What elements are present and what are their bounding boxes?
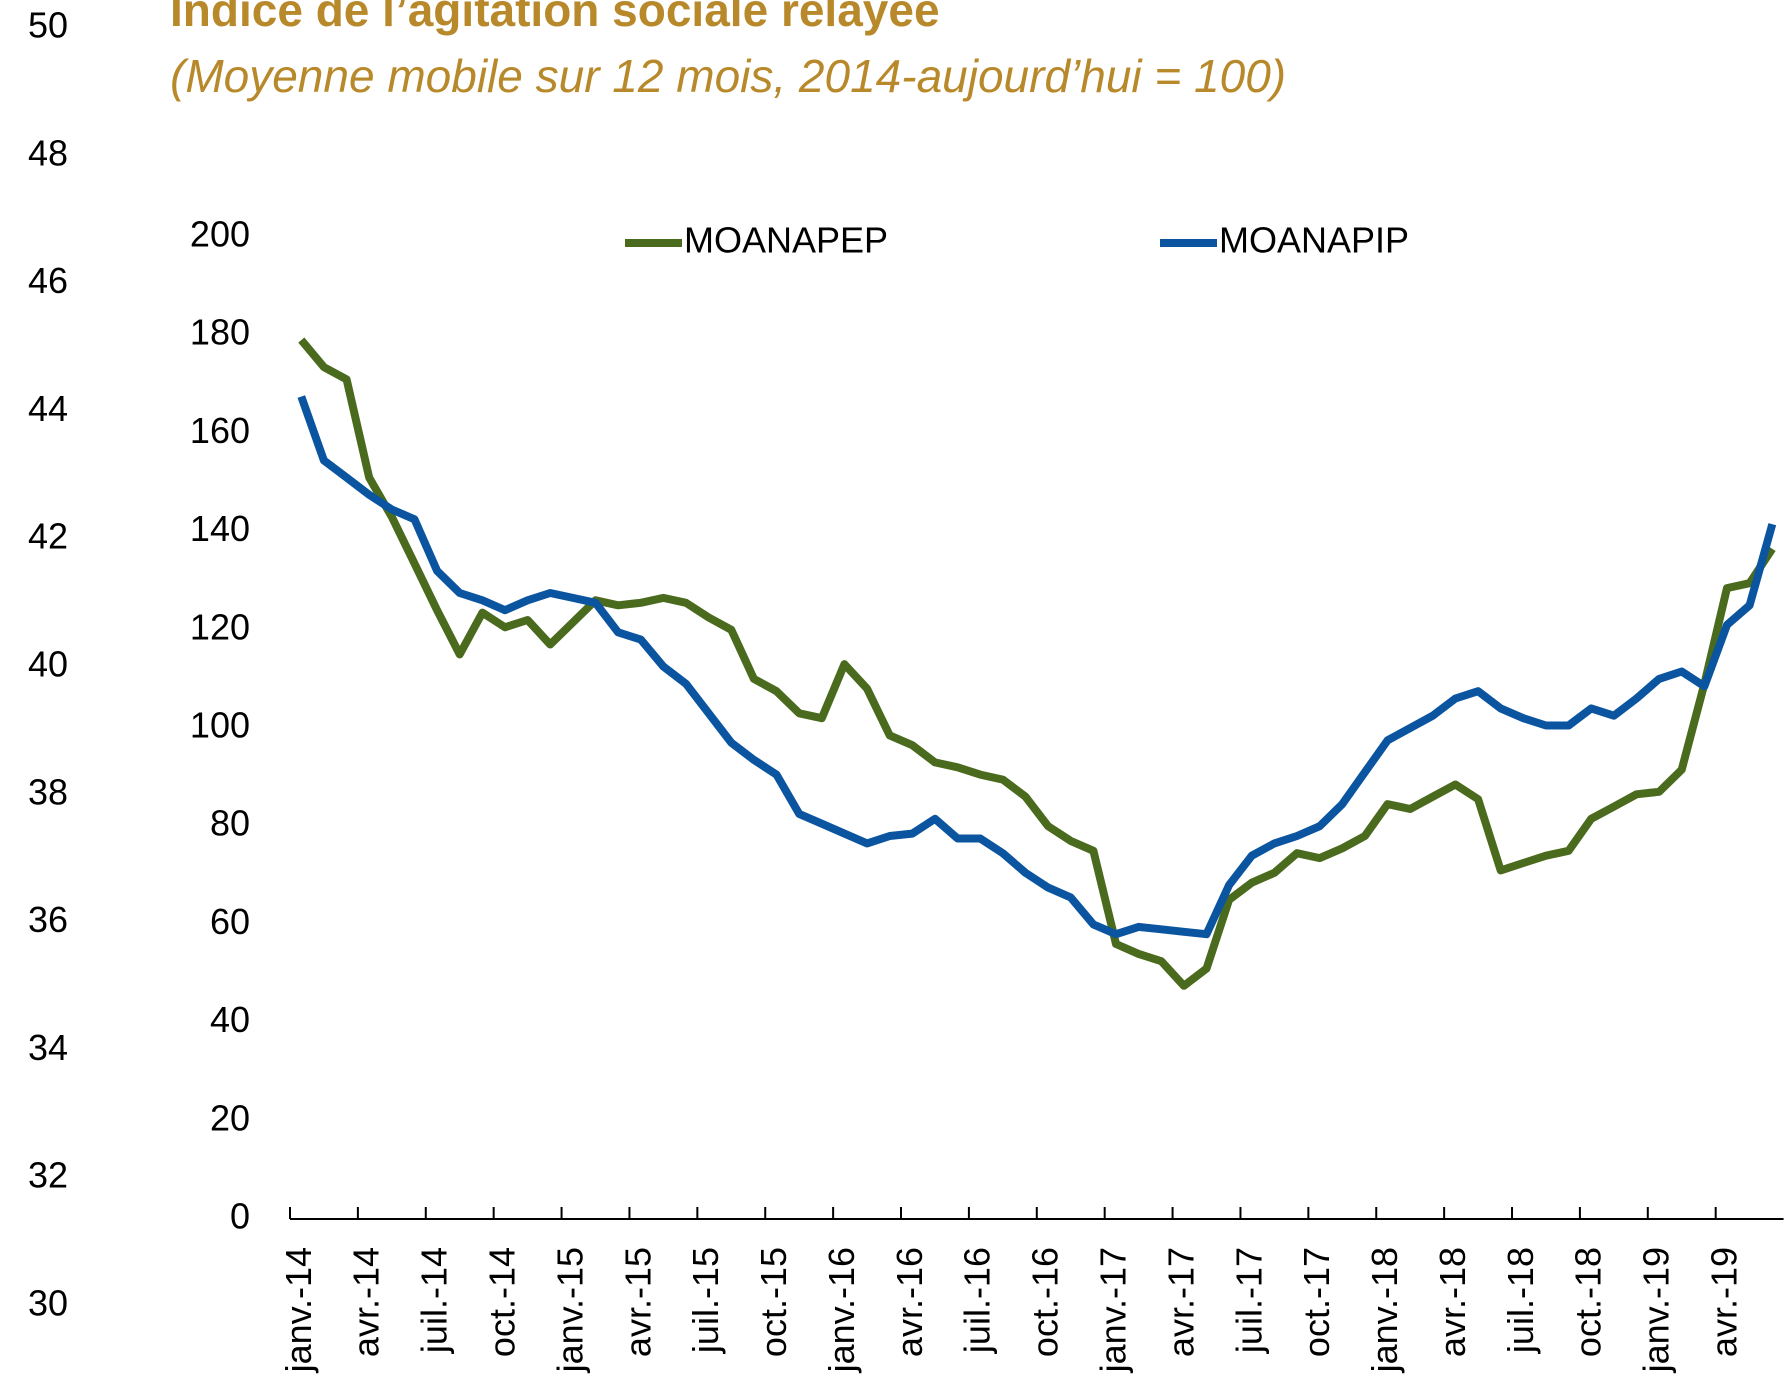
y-tick-label: 0 — [230, 1196, 250, 1237]
y-tick-label: 40 — [210, 999, 250, 1040]
y2-tick-label: 38 — [28, 771, 68, 812]
x-tick-label: avr.-16 — [889, 1247, 930, 1357]
x-tick-label: juil.-18 — [1500, 1247, 1541, 1354]
y2-tick-label: 30 — [28, 1283, 68, 1324]
legend-label: MOANAPIP — [1219, 220, 1409, 261]
y-tick-label: 120 — [190, 606, 250, 647]
x-tick-label: janv.-17 — [1093, 1247, 1134, 1373]
x-tick-label: juil.-16 — [957, 1247, 998, 1354]
x-tick-label: janv.-19 — [1636, 1247, 1677, 1373]
y-tick-label: 60 — [210, 901, 250, 942]
x-tick-label: juil.-17 — [1228, 1247, 1269, 1354]
y-tick-label: 100 — [190, 705, 250, 746]
y2-tick-label: 46 — [28, 260, 68, 301]
series-line — [298, 337, 1776, 990]
chart-subtitle: (Moyenne mobile sur 12 mois, 2014-aujour… — [170, 50, 1286, 102]
y-tick-label: 160 — [190, 410, 250, 451]
x-tick-label: avr.-18 — [1432, 1247, 1473, 1357]
x-tick-label: janv.-14 — [278, 1247, 319, 1373]
y-tick-label: 20 — [210, 1097, 250, 1138]
y-tick-label: 180 — [190, 312, 250, 353]
x-tick-label: juil.-14 — [414, 1247, 455, 1354]
x-tick-label: avr.-17 — [1160, 1247, 1201, 1357]
legend-label: MOANAPEP — [684, 220, 888, 261]
x-tick-label: avr.-15 — [617, 1247, 658, 1357]
x-tick-label: janv.-16 — [821, 1247, 862, 1373]
chart-title: Indice de l’agitation sociale relayée — [170, 0, 940, 36]
x-tick-label: avr.-14 — [346, 1247, 387, 1357]
x-tick-label: avr.-19 — [1704, 1247, 1745, 1357]
x-tick-label: janv.-15 — [549, 1247, 590, 1373]
x-tick-label: oct.-15 — [753, 1247, 794, 1357]
x-tick-label: oct.-16 — [1025, 1247, 1066, 1357]
y2-tick-label: 34 — [28, 1027, 68, 1068]
y2-tick-label: 50 — [28, 5, 68, 46]
y-tick-label: 140 — [190, 508, 250, 549]
y2-tick-label: 40 — [28, 644, 68, 685]
y2-tick-label: 42 — [28, 516, 68, 557]
x-tick-label: juil.-15 — [685, 1247, 726, 1354]
y2-tick-label: 48 — [28, 132, 68, 173]
y2-tick-label: 32 — [28, 1155, 68, 1196]
y-tick-label: 200 — [190, 214, 250, 255]
x-tick-label: oct.-17 — [1296, 1247, 1337, 1357]
x-tick-label: oct.-14 — [482, 1247, 523, 1357]
y2-tick-label: 44 — [28, 388, 68, 429]
x-tick-label: oct.-18 — [1568, 1247, 1609, 1357]
y-tick-label: 80 — [210, 803, 250, 844]
y2-tick-label: 36 — [28, 899, 68, 940]
series-line — [297, 395, 1777, 939]
x-tick-label: janv.-18 — [1364, 1247, 1405, 1373]
